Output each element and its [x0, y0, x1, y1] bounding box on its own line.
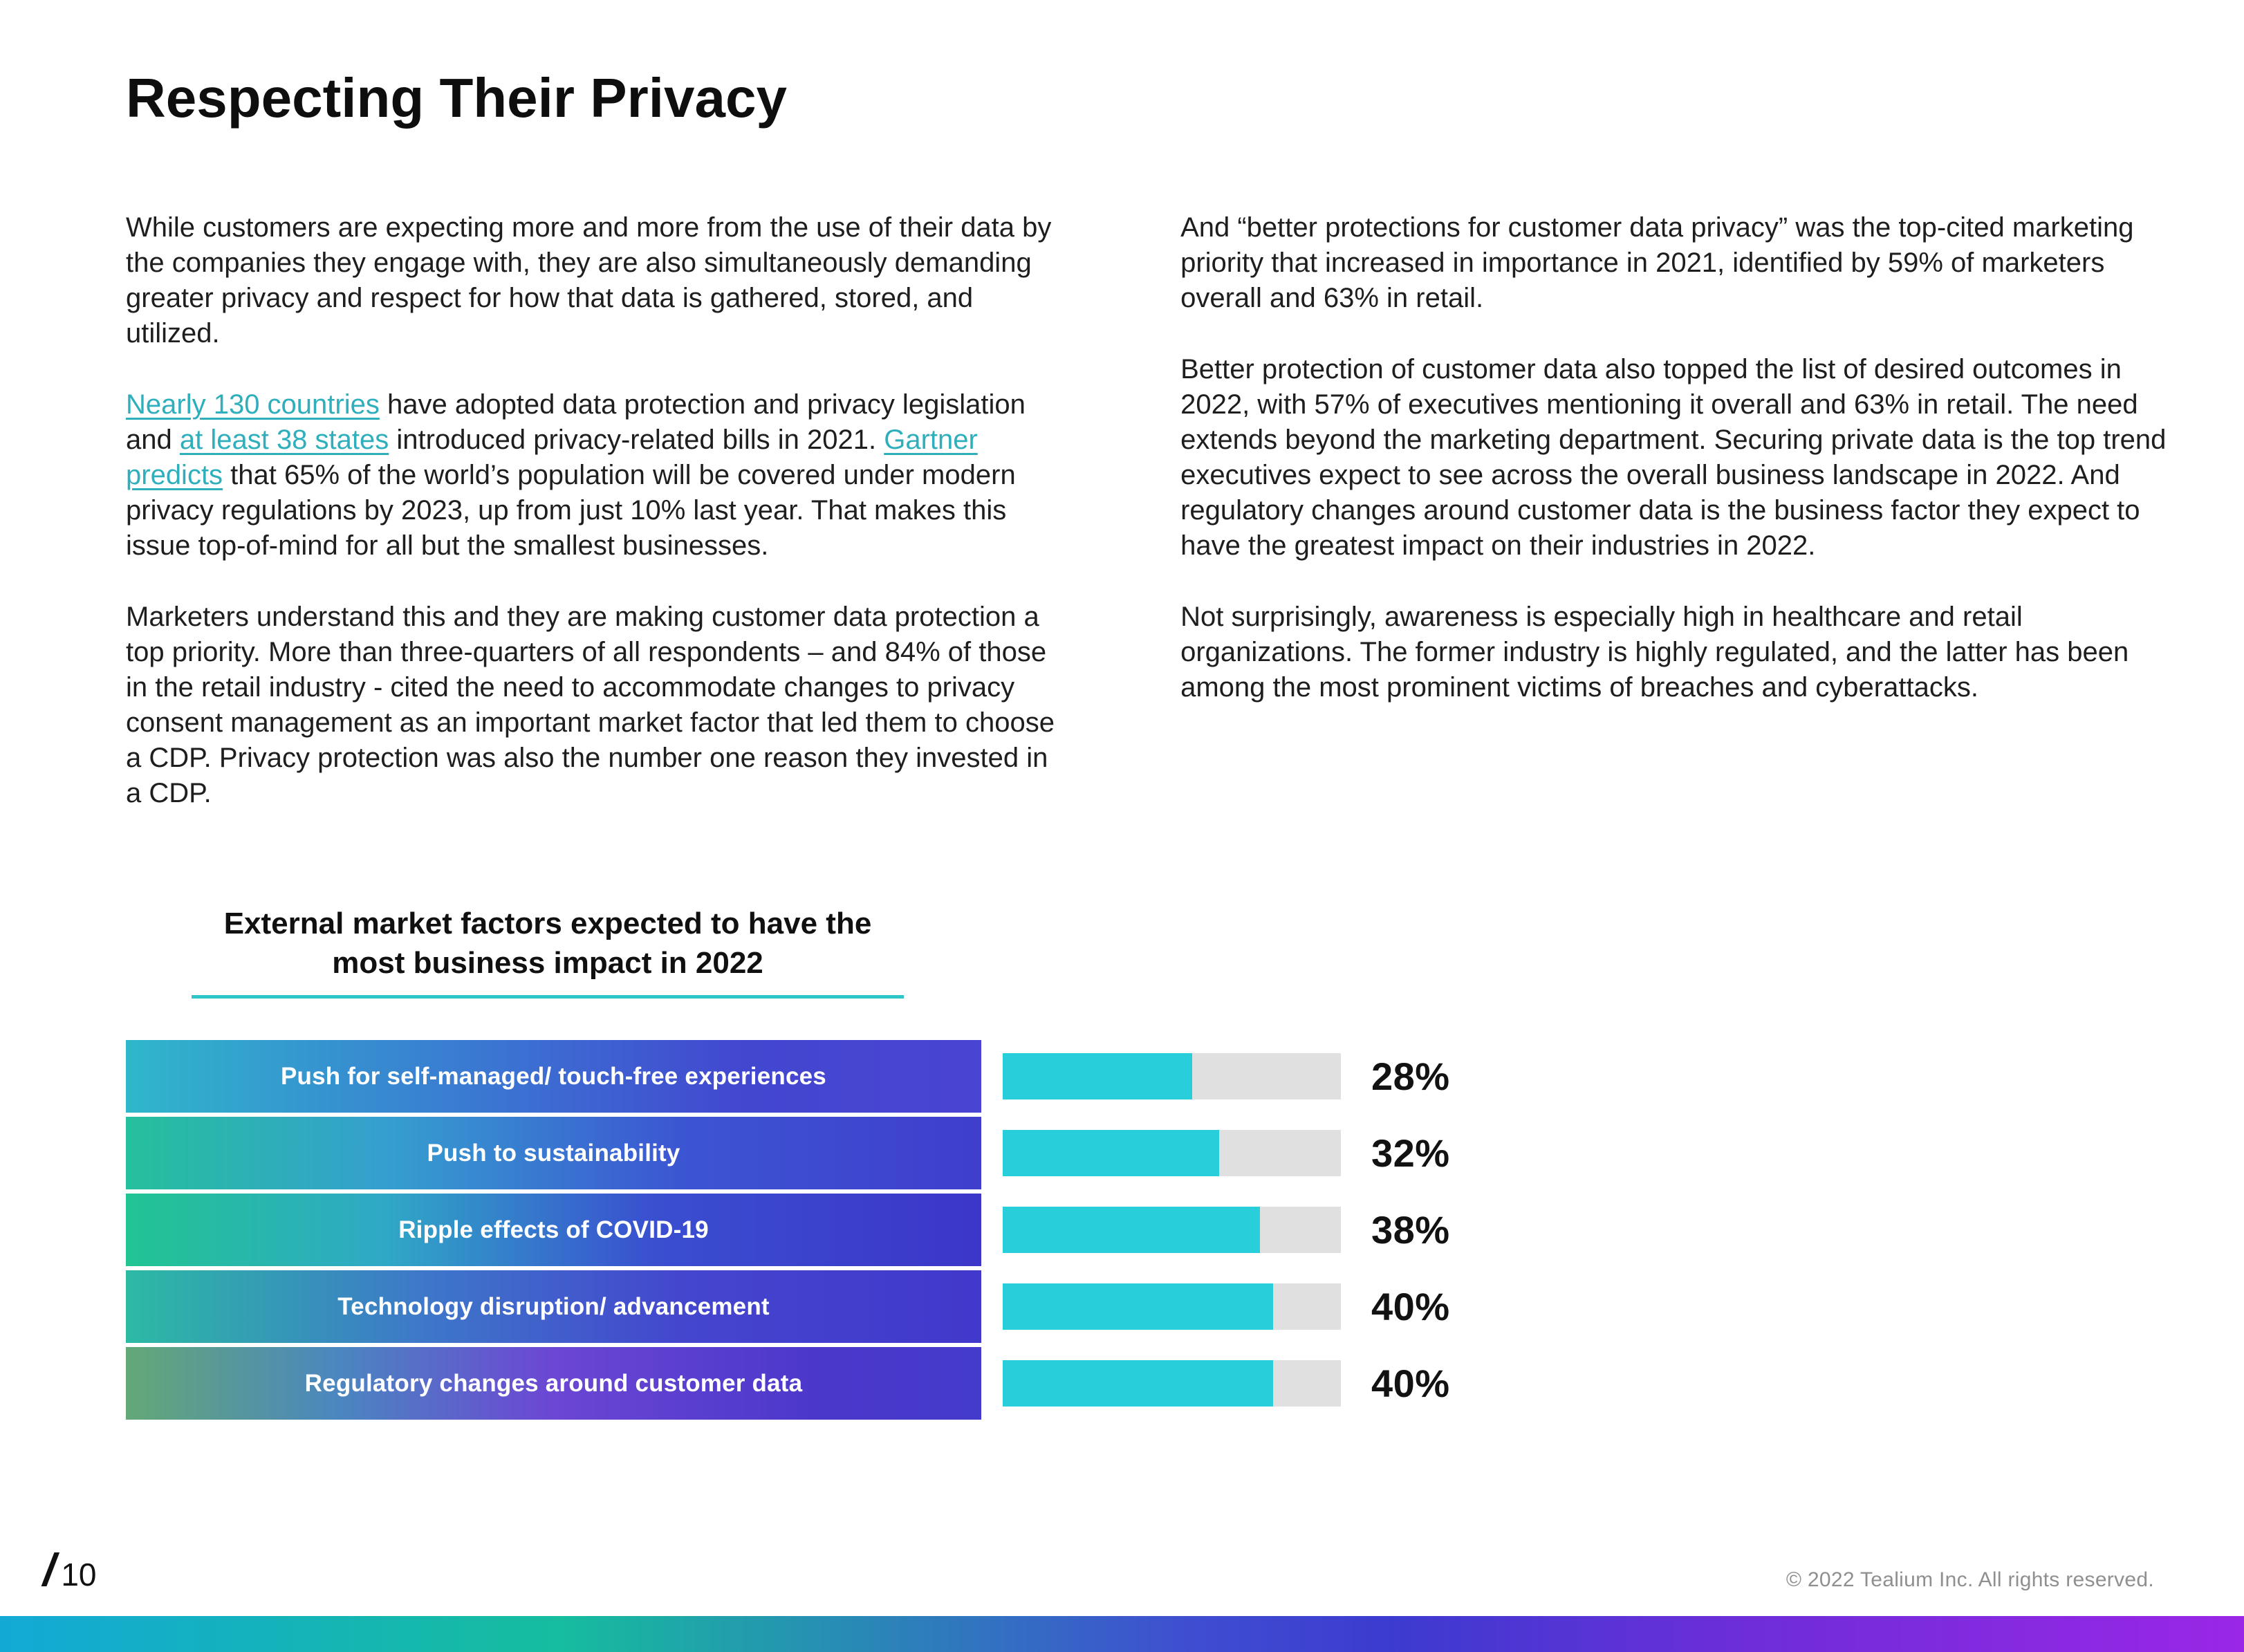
text-link[interactable]: Gartner predicts [126, 425, 978, 490]
chart-row-label-bar: Regulatory changes around customer data [126, 1347, 981, 1420]
chart-row-fill [1003, 1130, 1219, 1176]
body-columns: While customers are expecting more and m… [126, 210, 2168, 847]
chart-row-fill [1003, 1207, 1260, 1253]
bar-chart: External market factors expected to have… [126, 904, 2168, 1420]
bottom-gradient-bar [0, 1616, 2244, 1652]
paragraph-intro: While customers are expecting more and m… [126, 212, 1052, 349]
copyright: © 2022 Tealium Inc. All rights reserved. [1786, 1568, 2154, 1591]
chart-row-value: 40% [1371, 1285, 1450, 1328]
chart-header: External market factors expected to have… [192, 904, 904, 999]
paragraph-desired-outcomes: Better protection of customer data also … [1180, 354, 2167, 561]
chart-row-track [1003, 1053, 1341, 1099]
chart-row-track [1003, 1130, 1341, 1176]
page-number-slash: / [43, 1544, 56, 1595]
page-number-value: 10 [61, 1557, 97, 1593]
paragraph-awareness: Not surprisingly, awareness is especiall… [1180, 602, 2129, 703]
text-run: have adopted data protection and privacy… [126, 389, 1026, 455]
page-number: /10 [43, 1543, 97, 1596]
chart-row: Regulatory changes around customer data 4… [126, 1347, 2168, 1420]
paragraph-with-links: Nearly 130 countries have adopted data p… [126, 387, 1064, 564]
chart-row-label: Regulatory changes around customer data [304, 1369, 803, 1397]
chart-row: Ripple effects of COVID-19 38% [126, 1194, 2168, 1266]
chart-row-label-bar: Ripple effects of COVID-19 [126, 1194, 981, 1266]
text-link[interactable]: Nearly 130 countries [126, 389, 380, 420]
chart-rows: Push for self-managed/ touch-free experi… [126, 1040, 2168, 1420]
chart-row-value: 38% [1371, 1208, 1450, 1252]
chart-title: External market factors expected to have… [223, 907, 872, 980]
paragraph-better-protections: And “better protections for customer dat… [1180, 212, 2134, 313]
chart-row-label: Push to sustainability [427, 1139, 680, 1167]
chart-row: Technology disruption/ advancement 40% [126, 1270, 2168, 1343]
paragraph-marketers: Marketers understand this and they are m… [126, 602, 1055, 808]
chart-row-track [1003, 1360, 1341, 1407]
chart-row-track [1003, 1207, 1341, 1253]
page-content: Respecting Their Privacy While customers… [0, 69, 2244, 1420]
chart-row-fill [1003, 1360, 1274, 1407]
left-column: While customers are expecting more and m… [126, 210, 1064, 847]
chart-row: Push to sustainability 32% [126, 1117, 2168, 1189]
chart-row-fill [1003, 1053, 1192, 1099]
text-link[interactable]: at least 38 states [179, 425, 389, 455]
chart-row-value: 28% [1371, 1055, 1450, 1098]
chart-title-underline [192, 995, 904, 999]
page-title: Respecting Their Privacy [126, 67, 787, 129]
right-column: And “better protections for customer dat… [1180, 210, 2168, 847]
text-run: that 65% of the world’s population will … [126, 460, 1016, 561]
chart-row-value: 40% [1371, 1362, 1450, 1405]
chart-row-value: 32% [1371, 1131, 1450, 1175]
chart-row: Push for self-managed/ touch-free experi… [126, 1040, 2168, 1113]
chart-row-label-bar: Push to sustainability [126, 1117, 981, 1189]
chart-row-label: Ripple effects of COVID-19 [398, 1216, 709, 1243]
chart-row-track [1003, 1283, 1341, 1330]
chart-row-label-bar: Technology disruption/ advancement [126, 1270, 981, 1343]
chart-row-label: Technology disruption/ advancement [337, 1292, 770, 1320]
chart-row-label: Push for self-managed/ touch-free experi… [281, 1062, 826, 1090]
chart-row-label-bar: Push for self-managed/ touch-free experi… [126, 1040, 981, 1113]
chart-row-fill [1003, 1283, 1274, 1330]
text-run: introduced privacy-related bills in 2021… [389, 425, 884, 455]
